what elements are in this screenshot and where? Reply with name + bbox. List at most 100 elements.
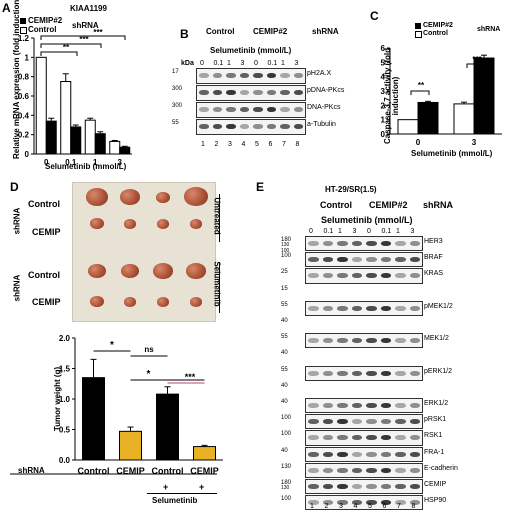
- legend-swatch-control: [20, 27, 27, 34]
- blot-band: [226, 124, 236, 129]
- blot-band: [351, 451, 362, 457]
- blot-band: [380, 484, 391, 489]
- panel-a-xlabel: Selumetinib (mmol/L): [45, 162, 127, 171]
- sig-label: ***: [93, 28, 103, 37]
- blot-strip: [196, 68, 306, 84]
- blot-protein-label: DNA-PKcs: [307, 104, 341, 111]
- sig-label: **: [63, 43, 70, 52]
- dose-label: 0: [254, 60, 258, 67]
- photo-row-label-2: CEMIP: [32, 227, 61, 237]
- blot-band: [395, 419, 406, 425]
- blot-band: [308, 467, 319, 473]
- blot-band: [395, 338, 406, 344]
- dose-label: 0.1: [323, 228, 334, 235]
- bar-cemip2: [45, 120, 57, 155]
- bar-control: [60, 81, 72, 155]
- dose-label: 0.1: [213, 60, 224, 67]
- mw-marker: 40: [281, 318, 288, 324]
- blot-band: [366, 305, 377, 311]
- panel-b-group-cemip: CEMIP#2: [253, 27, 288, 36]
- blot-band: [280, 73, 290, 78]
- blot-band: [308, 435, 319, 441]
- mw-marker: 55: [281, 301, 288, 308]
- y-tick-label: 6: [381, 44, 386, 53]
- blot-band: [409, 305, 420, 311]
- panel-c-xlabel: Selumetinib (mmol/L): [411, 149, 493, 158]
- lane-number: 7: [282, 141, 286, 148]
- lane-number: 3: [339, 503, 343, 510]
- mw-marker: 25: [281, 269, 288, 276]
- panel-a-gene-title: KIAA1199: [70, 4, 107, 13]
- blot-band: [322, 451, 333, 457]
- sig-label: ***: [472, 55, 482, 64]
- blot-band: [409, 241, 420, 246]
- y-tick-label: 0.8: [18, 73, 30, 82]
- panel-d-drug-label: Selumetinib: [152, 496, 198, 505]
- x-tick-label: 3: [118, 158, 123, 167]
- blot-band: [366, 435, 377, 441]
- tumor-specimen: [184, 187, 208, 206]
- tumor-specimen: [90, 296, 104, 307]
- bar-cemip2: [473, 57, 495, 135]
- blot-band: [380, 305, 391, 311]
- panel-e-drug-label: Selumetinib (mmol/L): [321, 215, 413, 225]
- blot-protein-label: pMEK1/2: [424, 302, 453, 310]
- dose-label: 1: [338, 228, 342, 235]
- blot-band: [308, 370, 319, 376]
- blot-strip: [305, 479, 423, 495]
- dose-label: 3: [352, 228, 357, 235]
- sig-label: *: [110, 340, 114, 351]
- lane-number: 1: [310, 503, 314, 510]
- y-tick-label: 4: [381, 73, 386, 82]
- panel-e-shrna-label: shRNA: [423, 200, 454, 210]
- blot-protein-label: a-Tubulin: [307, 121, 336, 128]
- photo-row-label-3: Control: [28, 270, 60, 280]
- lane-number: 8: [411, 503, 416, 510]
- lane-number: 7: [397, 503, 401, 510]
- blot-band: [409, 370, 420, 376]
- blot-band: [308, 338, 319, 344]
- x-category-label: Control: [78, 466, 110, 476]
- blot-protein-label: pRSK1: [424, 416, 447, 424]
- sig-label: **: [418, 81, 425, 90]
- blot-band: [199, 124, 209, 129]
- blot-band: [212, 90, 222, 95]
- tumor-specimen: [190, 297, 202, 307]
- blot-band: [380, 273, 391, 279]
- blot-band: [337, 419, 348, 425]
- mw-marker: 180: [281, 480, 292, 486]
- blot-band: [337, 484, 348, 489]
- blot-band: [308, 273, 319, 279]
- tumor-photo: [72, 182, 216, 322]
- blot-band: [380, 370, 391, 376]
- blot-band: [322, 305, 333, 311]
- y-tick-label: 0.5: [59, 426, 71, 435]
- tumor-specimen: [153, 263, 173, 279]
- blot-band: [199, 73, 209, 78]
- blot-band: [337, 305, 348, 311]
- blot-band: [322, 338, 333, 344]
- blot-band: [308, 257, 319, 263]
- blot-strip: [305, 462, 423, 478]
- x-category-label: CEMIP: [190, 466, 219, 476]
- tumor-specimen: [156, 192, 170, 203]
- mw-marker: 40: [281, 399, 288, 405]
- mw-marker: 130: [281, 485, 290, 491]
- panel-letter-a: A: [2, 1, 11, 15]
- blot-band: [322, 403, 333, 408]
- panel-b-drug-label: Selumetinib (mmol/L): [210, 46, 292, 55]
- y-tick-label: 0: [25, 150, 30, 159]
- x-tick-label: 0: [416, 138, 421, 147]
- blot-band: [366, 419, 377, 425]
- mw-marker: 100: [281, 248, 290, 254]
- y-tick-label: 2: [381, 101, 386, 110]
- mw-marker: 15: [281, 285, 288, 292]
- mw-marker: 100: [281, 496, 292, 503]
- y-tick-label: 0.2: [18, 131, 30, 140]
- blot-band: [351, 467, 362, 473]
- blot-band: [308, 500, 319, 506]
- blot-band: [322, 273, 333, 279]
- blot-band: [212, 124, 222, 129]
- blot-band: [253, 107, 263, 112]
- blot-protein-label: KRAS: [424, 270, 444, 278]
